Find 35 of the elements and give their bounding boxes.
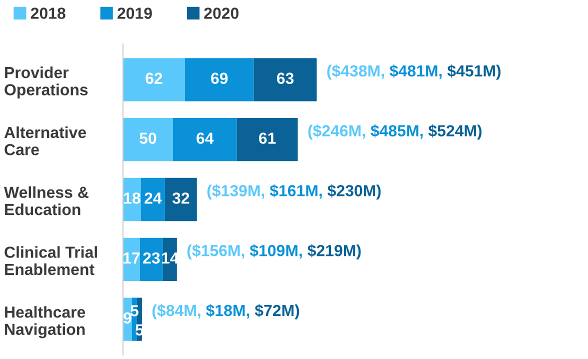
bar <box>236 118 298 162</box>
text: ($438M, $481M, $451M) <box>327 64 501 80</box>
annotation: ($246M, $485M, $524M) <box>308 124 482 140</box>
bar <box>184 58 254 102</box>
bar <box>123 118 173 162</box>
bar <box>140 238 163 281</box>
data-label: 61 <box>259 132 276 144</box>
data-label: 9 <box>124 312 132 324</box>
annotation: ($156M, $109M, $219M) <box>187 244 361 260</box>
data-label: 63 <box>276 72 294 84</box>
data-label: 17 <box>124 252 140 264</box>
data-label: 64 <box>196 132 214 144</box>
annotation: ($139M, $161M, $230M) <box>207 184 381 200</box>
bar <box>140 178 165 222</box>
data-label: 23 <box>143 252 160 264</box>
bar <box>164 178 197 222</box>
bar <box>254 58 317 102</box>
y-tick-label: Clinical Trial Enablement <box>4 246 97 276</box>
y-tick-label: Alternative Care <box>4 126 86 156</box>
y-tick-label: Wellness & Education <box>4 186 88 216</box>
bar <box>123 58 185 102</box>
annotation: ($84M, $18M, $72M) <box>152 304 300 320</box>
data-label: 69 <box>211 72 228 84</box>
y-tick-label: Healthcare Navigation <box>5 306 86 338</box>
bar <box>172 118 237 162</box>
data-label: 5 <box>130 305 138 316</box>
data-label: 32 <box>172 192 190 204</box>
data-label: 62 <box>146 72 162 84</box>
legend-label: 2020 <box>204 8 239 19</box>
data-label: 24 <box>144 192 162 204</box>
legend-label: 2018 <box>30 8 66 19</box>
legend-label: 2019 <box>118 8 152 19</box>
y-tick-label: Provider Operations <box>4 66 88 99</box>
data-label: 50 <box>140 132 156 144</box>
data-label: 18 <box>124 192 140 204</box>
